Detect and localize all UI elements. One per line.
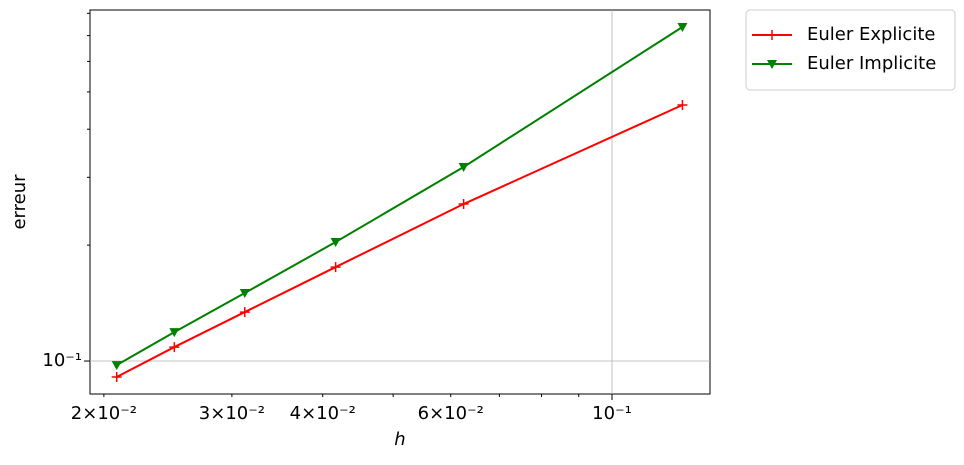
marker: [169, 328, 180, 338]
series-line: [116, 26, 683, 366]
marker: [169, 342, 180, 353]
marker: [677, 23, 688, 33]
x-tick-label: 6×10⁻²: [418, 403, 484, 424]
legend-marker: [767, 30, 777, 40]
x-tick-label: 4×10⁻²: [290, 403, 356, 424]
marker: [111, 371, 122, 382]
marker: [330, 238, 341, 248]
x-axis-label: h: [394, 429, 405, 450]
marker: [458, 199, 469, 210]
y-axis-label: erreur: [9, 174, 30, 230]
x-tick-label: 3×10⁻²: [199, 403, 265, 424]
series-line: [116, 104, 683, 378]
legend-label: Euler Implicite: [807, 53, 936, 74]
marker: [239, 288, 250, 298]
marker: [239, 307, 250, 318]
legend-marker: [767, 60, 777, 69]
marker: [111, 361, 122, 371]
legend-label: Euler Explicite: [807, 24, 935, 45]
x-tick-label: 2×10⁻²: [71, 403, 137, 424]
marker: [677, 100, 688, 111]
legend-box: [745, 9, 956, 91]
y-tick-label: 10⁻¹: [42, 350, 82, 371]
x-tick-label: 10⁻¹: [592, 403, 632, 424]
marker: [330, 262, 341, 273]
marker: [458, 162, 469, 172]
plot-frame: [89, 9, 711, 395]
